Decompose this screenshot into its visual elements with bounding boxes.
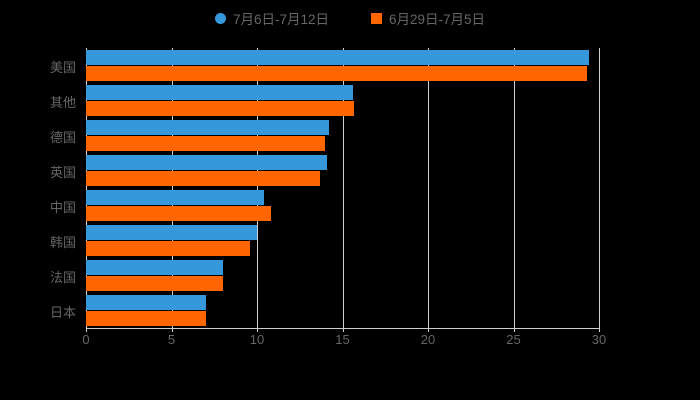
x-axis-tick-label: 0 [82,332,90,347]
bar-series-container [86,48,599,328]
gridline [86,48,87,328]
gridline [599,48,600,328]
y-axis-tick-label: 中国 [49,199,76,215]
legend-label: 7月6日-7月12日 [232,12,329,27]
x-axis-tick [599,326,600,332]
y-axis-tick-label: 日本 [49,304,76,320]
legend-square-icon [371,12,382,24]
y-axis-tick-label: 德国 [49,129,76,145]
bar-group [86,85,599,116]
gridline [171,48,173,328]
bar[interactable] [86,85,353,100]
bar[interactable] [86,276,223,291]
x-axis-tick [342,326,344,332]
legend-entry[interactable]: 7月6日-7月12日 [214,8,329,28]
y-axis-tick-label: 法国 [49,269,76,285]
bar[interactable] [86,225,257,240]
y-axis-tick-label: 韩国 [49,234,76,250]
y-axis-tick-label: 英国 [49,164,76,180]
x-axis-tick-label: 20 [420,332,436,347]
bar-group [86,120,599,151]
bar[interactable] [86,50,589,65]
bar-group [86,190,599,221]
bar[interactable] [86,295,206,310]
x-axis-tick [428,326,429,332]
gridline [342,48,344,328]
x-axis-tick-label: 10 [249,332,265,347]
bar-group [86,50,599,81]
y-axis-tick-label: 其他 [49,94,76,110]
bar[interactable] [86,190,264,205]
bar[interactable] [86,136,326,151]
y-axis-tick-label: 美国 [49,59,76,75]
bar[interactable] [86,101,355,116]
x-axis-tick [86,326,87,332]
gridline [257,48,258,328]
x-axis-tick [257,326,258,332]
legend-label: 6月29日-7月5日 [389,12,486,27]
x-axis-tick [513,326,515,332]
bar[interactable] [86,66,588,81]
x-axis-tick-label: 30 [591,332,607,347]
x-axis-tick [171,326,173,332]
bar[interactable] [86,206,271,221]
bar[interactable] [86,260,223,275]
bar[interactable] [86,120,329,135]
chart-legend: 7月6日-7月12日 6月29日-7月5日 [0,8,700,28]
x-axis-labels: 0 5 10 15 20 25 30 [82,326,606,354]
bar[interactable] [86,241,251,256]
x-axis-tick-label: 25 [506,332,521,347]
gridline [513,48,515,328]
plot-area [86,48,600,328]
legend-entry[interactable]: 6月29日-7月5日 [371,8,485,28]
bar[interactable] [86,171,321,186]
bar-group [86,260,599,291]
x-axis-tick-label: 5 [167,332,176,347]
gridline [428,48,429,328]
bar-group [86,225,599,256]
bar[interactable] [86,311,206,326]
x-axis-tick-label: 15 [335,332,350,347]
legend-circle-icon [214,12,226,24]
y-axis-labels: 美国其他德国英国中国韩国法国日本 [0,48,76,328]
bar-group [86,155,599,186]
bar-group [86,295,599,326]
bar[interactable] [86,155,328,170]
